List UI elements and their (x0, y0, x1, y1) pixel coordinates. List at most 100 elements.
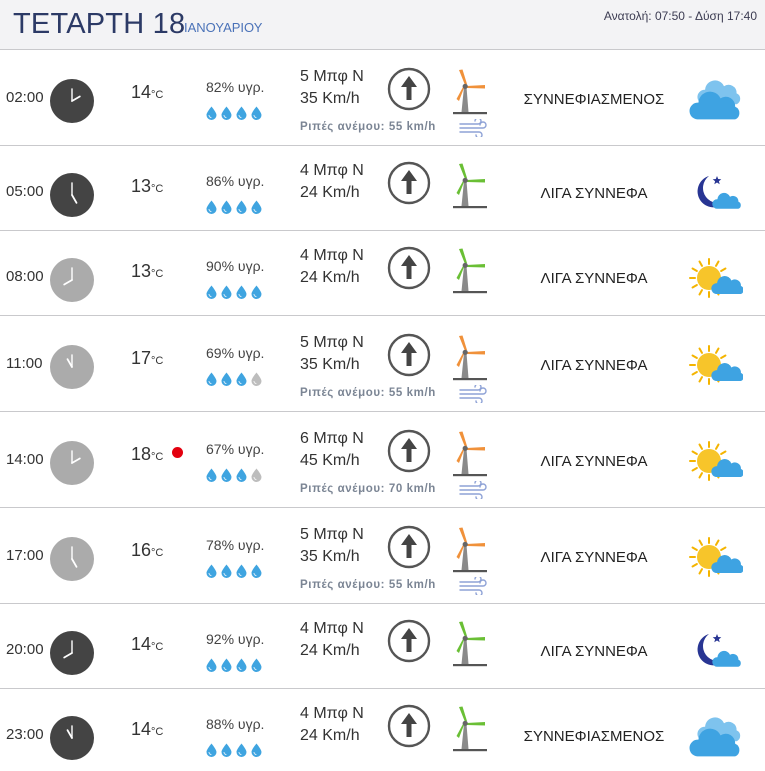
sun-cloud-icon (687, 342, 744, 392)
temperature-value: 16 (131, 540, 152, 560)
drop-icon (250, 658, 263, 672)
wind-turbine-icon (447, 705, 493, 753)
forecast-row: 14:00 18°C 67% υγρ. 6 Μπφ N 45 Km/h Ριπές ανέ… (0, 412, 765, 508)
drop-icon (205, 285, 218, 299)
temperature: 14°C (131, 719, 163, 740)
humidity: 69% υγρ. (206, 345, 265, 361)
temperature-unit: °C (151, 89, 164, 101)
hourly-forecast-list: 02:00 14°C 82% υγρ. 5 Μπφ N 35 Km/h Ριπές ανέ… (0, 50, 765, 771)
forecast-time: 02:00 (6, 89, 44, 106)
drop-icon (250, 743, 263, 757)
temperature-unit: °C (151, 183, 164, 195)
temperature: 13°C (131, 261, 163, 282)
drop-icon (205, 200, 218, 214)
forecast-time: 17:00 (6, 547, 44, 564)
humidity-drops (205, 200, 263, 214)
drop-icon (250, 468, 263, 482)
temperature: 16°C (131, 540, 163, 561)
drop-icon (220, 468, 233, 482)
drop-icon (205, 106, 218, 120)
forecast-row: 02:00 14°C 82% υγρ. 5 Μπφ N 35 Km/h Ριπές ανέ… (0, 50, 765, 146)
clock-icon (50, 537, 94, 581)
temperature-value: 14 (131, 82, 152, 102)
forecast-time: 14:00 (6, 451, 44, 468)
clock-icon (50, 441, 94, 485)
drop-icon (250, 564, 263, 578)
wind-turbine-icon (447, 620, 493, 668)
clock-icon (50, 79, 94, 123)
drop-icon (220, 200, 233, 214)
humidity: 67% υγρ. (206, 441, 265, 457)
clock-icon (50, 631, 94, 675)
drop-icon (220, 285, 233, 299)
temperature: 14°C (131, 634, 163, 655)
temperature: 13°C (131, 176, 163, 197)
forecast-row: 23:00 14°C 88% υγρ. 4 Μπφ N 24 Km/h ΣΥΝΝΕΦΙΑΣ… (0, 689, 765, 771)
wind-direction-arrow-icon (387, 429, 431, 473)
drop-icon (205, 564, 218, 578)
cloudy-icon (687, 713, 743, 763)
wind-beaufort: 4 Μπφ N (300, 705, 364, 722)
day-header: ΤΕΤΑΡΤΗ 18 ΙΑΝΟΥΑΡΙΟΥ Ανατολή: 07:50 - Δ… (0, 0, 765, 50)
moon-cloud-icon (687, 628, 743, 678)
temperature: 14°C (131, 82, 163, 103)
drop-icon (205, 468, 218, 482)
drop-icon (205, 372, 218, 386)
wind-speed: 45 Km/h (300, 452, 360, 469)
wind-speed: 24 Km/h (300, 269, 360, 286)
sun-cloud-icon (687, 534, 744, 584)
drop-icon (220, 372, 233, 386)
wind-turbine-icon (447, 334, 493, 382)
wind-turbine-icon (447, 430, 493, 478)
drop-icon (235, 468, 248, 482)
forecast-row: 05:00 13°C 86% υγρ. 4 Μπφ N 24 Km/h ΛΙΓΑ ΣΥΝΝ… (0, 146, 765, 231)
weather-condition: ΛΙΓΑ ΣΥΝΝΕΦΑ (540, 185, 648, 202)
forecast-row: 20:00 14°C 92% υγρ. 4 Μπφ N 24 Km/h ΛΙΓΑ ΣΥΝΝ… (0, 604, 765, 689)
weather-condition: ΛΙΓΑ ΣΥΝΝΕΦΑ (540, 549, 648, 566)
wind-gusts: Ριπές ανέμου: 55 km/h (300, 579, 436, 591)
drop-icon (235, 372, 248, 386)
humidity: 92% υγρ. (206, 631, 265, 647)
clock-icon (50, 716, 94, 760)
forecast-row: 17:00 16°C 78% υγρ. 5 Μπφ N 35 Km/h Ριπές ανέ… (0, 508, 765, 604)
humidity-drops (205, 285, 263, 299)
clock-icon (50, 258, 94, 302)
wind-gust-icon (459, 575, 487, 597)
drop-icon (220, 658, 233, 672)
humidity-drops (205, 468, 263, 482)
wind-gust-icon (459, 117, 487, 139)
drop-icon (235, 658, 248, 672)
cloudy-icon (687, 76, 743, 126)
wind-gusts: Ριπές ανέμου: 55 km/h (300, 387, 436, 399)
weather-condition: ΛΙΓΑ ΣΥΝΝΕΦΑ (540, 453, 648, 470)
drop-icon (205, 743, 218, 757)
wind-beaufort: 5 Μπφ N (300, 334, 364, 351)
drop-icon (220, 564, 233, 578)
humidity-drops (205, 743, 263, 757)
wind-gust-icon (459, 383, 487, 405)
wind-direction-arrow-icon (387, 67, 431, 111)
weather-condition: ΛΙΓΑ ΣΥΝΝΕΦΑ (540, 643, 648, 660)
temperature-value: 13 (131, 261, 152, 281)
humidity-drops (205, 106, 263, 120)
weather-condition: ΣΥΝΝΕΦΙΑΣΜΕΝΟΣ (523, 728, 665, 745)
wind-direction-arrow-icon (387, 525, 431, 569)
forecast-row: 08:00 13°C 90% υγρ. 4 Μπφ N 24 Km/h ΛΙΓΑ ΣΥΝΝ… (0, 231, 765, 316)
clock-icon (50, 345, 94, 389)
temperature-value: 14 (131, 634, 152, 654)
sunrise-sunset: Ανατολή: 07:50 - Δύση 17:40 (603, 9, 757, 23)
wind-beaufort: 4 Μπφ N (300, 620, 364, 637)
wind-speed: 35 Km/h (300, 90, 360, 107)
forecast-time: 20:00 (6, 641, 44, 658)
humidity-drops (205, 564, 263, 578)
wind-beaufort: 6 Μπφ N (300, 430, 364, 447)
wind-gusts: Ριπές ανέμου: 55 km/h (300, 121, 436, 133)
temperature-unit: °C (151, 268, 164, 280)
wind-gusts: Ριπές ανέμου: 70 km/h (300, 483, 436, 495)
drop-icon (205, 658, 218, 672)
forecast-time: 23:00 (6, 726, 44, 743)
month-label: ΙΑΝΟΥΑΡΙΟΥ (184, 20, 263, 35)
temperature-value: 17 (131, 348, 152, 368)
forecast-time: 08:00 (6, 268, 44, 285)
wind-direction-arrow-icon (387, 704, 431, 748)
